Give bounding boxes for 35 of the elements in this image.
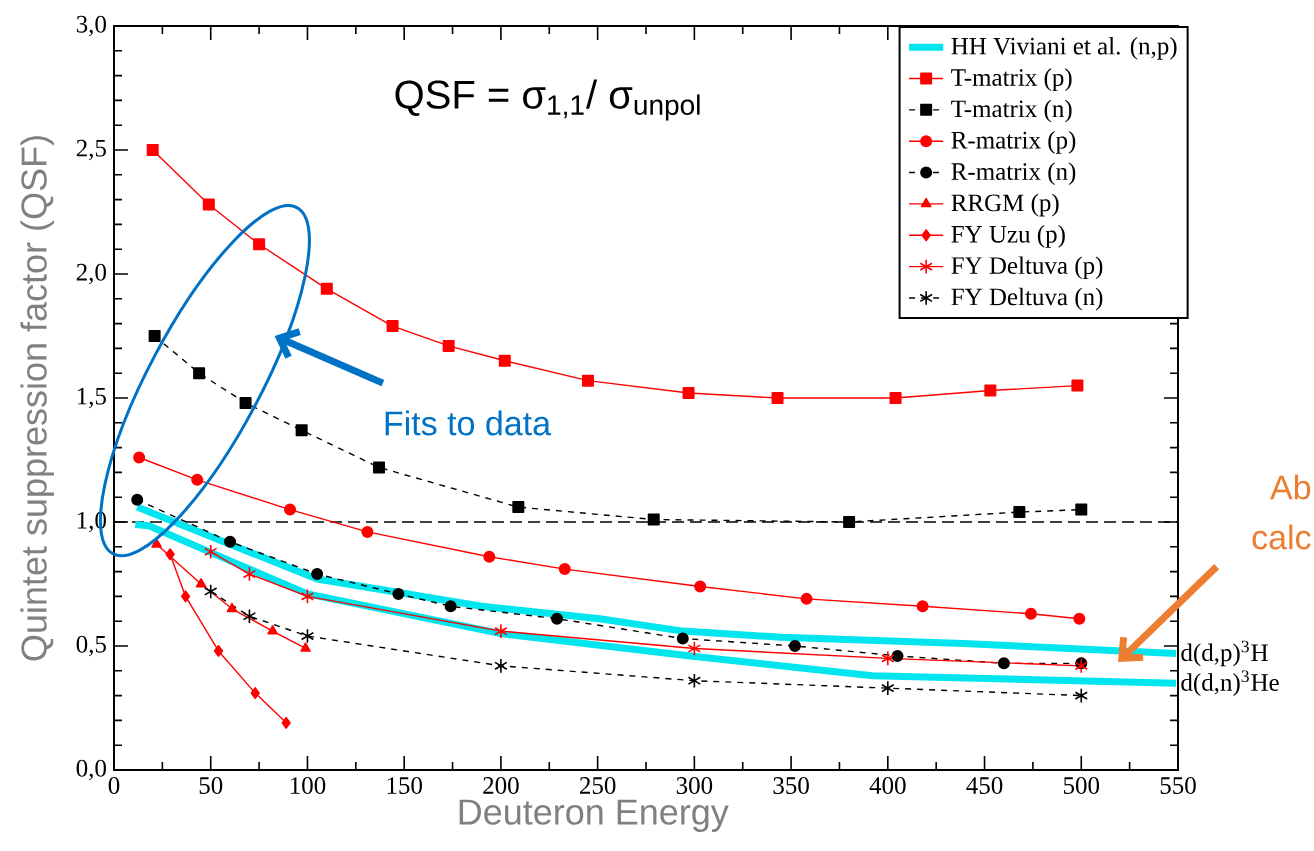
legend-label: FY Deltuva (n): [951, 287, 1103, 311]
legend-label: FY Uzu (p): [951, 225, 1065, 248]
annotation: d(d,p)$^{3}$H: [1181, 640, 1268, 667]
x-tick-label: 350: [773, 777, 809, 794]
x-tick-label: 450: [966, 777, 1003, 794]
x-tick-label: 150: [387, 777, 422, 794]
text: calc: [1252, 524, 1311, 550]
x-tick-label: 0: [108, 777, 120, 794]
y-tick-label: 0,5: [76, 635, 106, 657]
x-tick-label: 200: [483, 777, 519, 794]
x-tick-label: 50: [199, 777, 223, 794]
y-tick-label: 0,0: [76, 759, 106, 781]
legend-label: T-matrix (n): [951, 99, 1072, 123]
x-axis-title: Deuteron Energy: [459, 799, 729, 832]
x-tick-label: 250: [579, 777, 616, 794]
legend-label: T-matrix (p): [951, 68, 1072, 92]
y-tick-label: 1,5: [77, 387, 106, 409]
x-tick-label: 550: [1160, 777, 1196, 794]
y-tick-label: 2,5: [76, 139, 106, 161]
annotation: Fits to data: [385, 410, 552, 436]
legend-label: R-matrix (n): [951, 162, 1076, 186]
x-tick-label: 300: [676, 777, 713, 794]
y-axis-title: Quintet suppression factor (QSF): [20, 136, 54, 661]
x-tick-label: 100: [290, 777, 326, 794]
legend-label: FY Deltuva (p): [951, 256, 1103, 280]
text: QSF = σ$_{1,1}$/ σ$_{unpol}$: [395, 79, 700, 121]
x-tick-label: 500: [1063, 777, 1100, 794]
annotation: d(d,n)$^{3}$He: [1181, 670, 1279, 697]
y-tick-label: 2,0: [76, 263, 106, 285]
x-tick-label: 400: [869, 777, 906, 794]
legend-label: HH Viviani et al. (n,p): [951, 37, 1177, 60]
legend-label: R-matrix (p): [951, 131, 1076, 154]
y-tick-label: 3,0: [76, 15, 106, 37]
legend-label: RRGM (p): [951, 193, 1059, 217]
text: Ab: [1270, 474, 1311, 500]
